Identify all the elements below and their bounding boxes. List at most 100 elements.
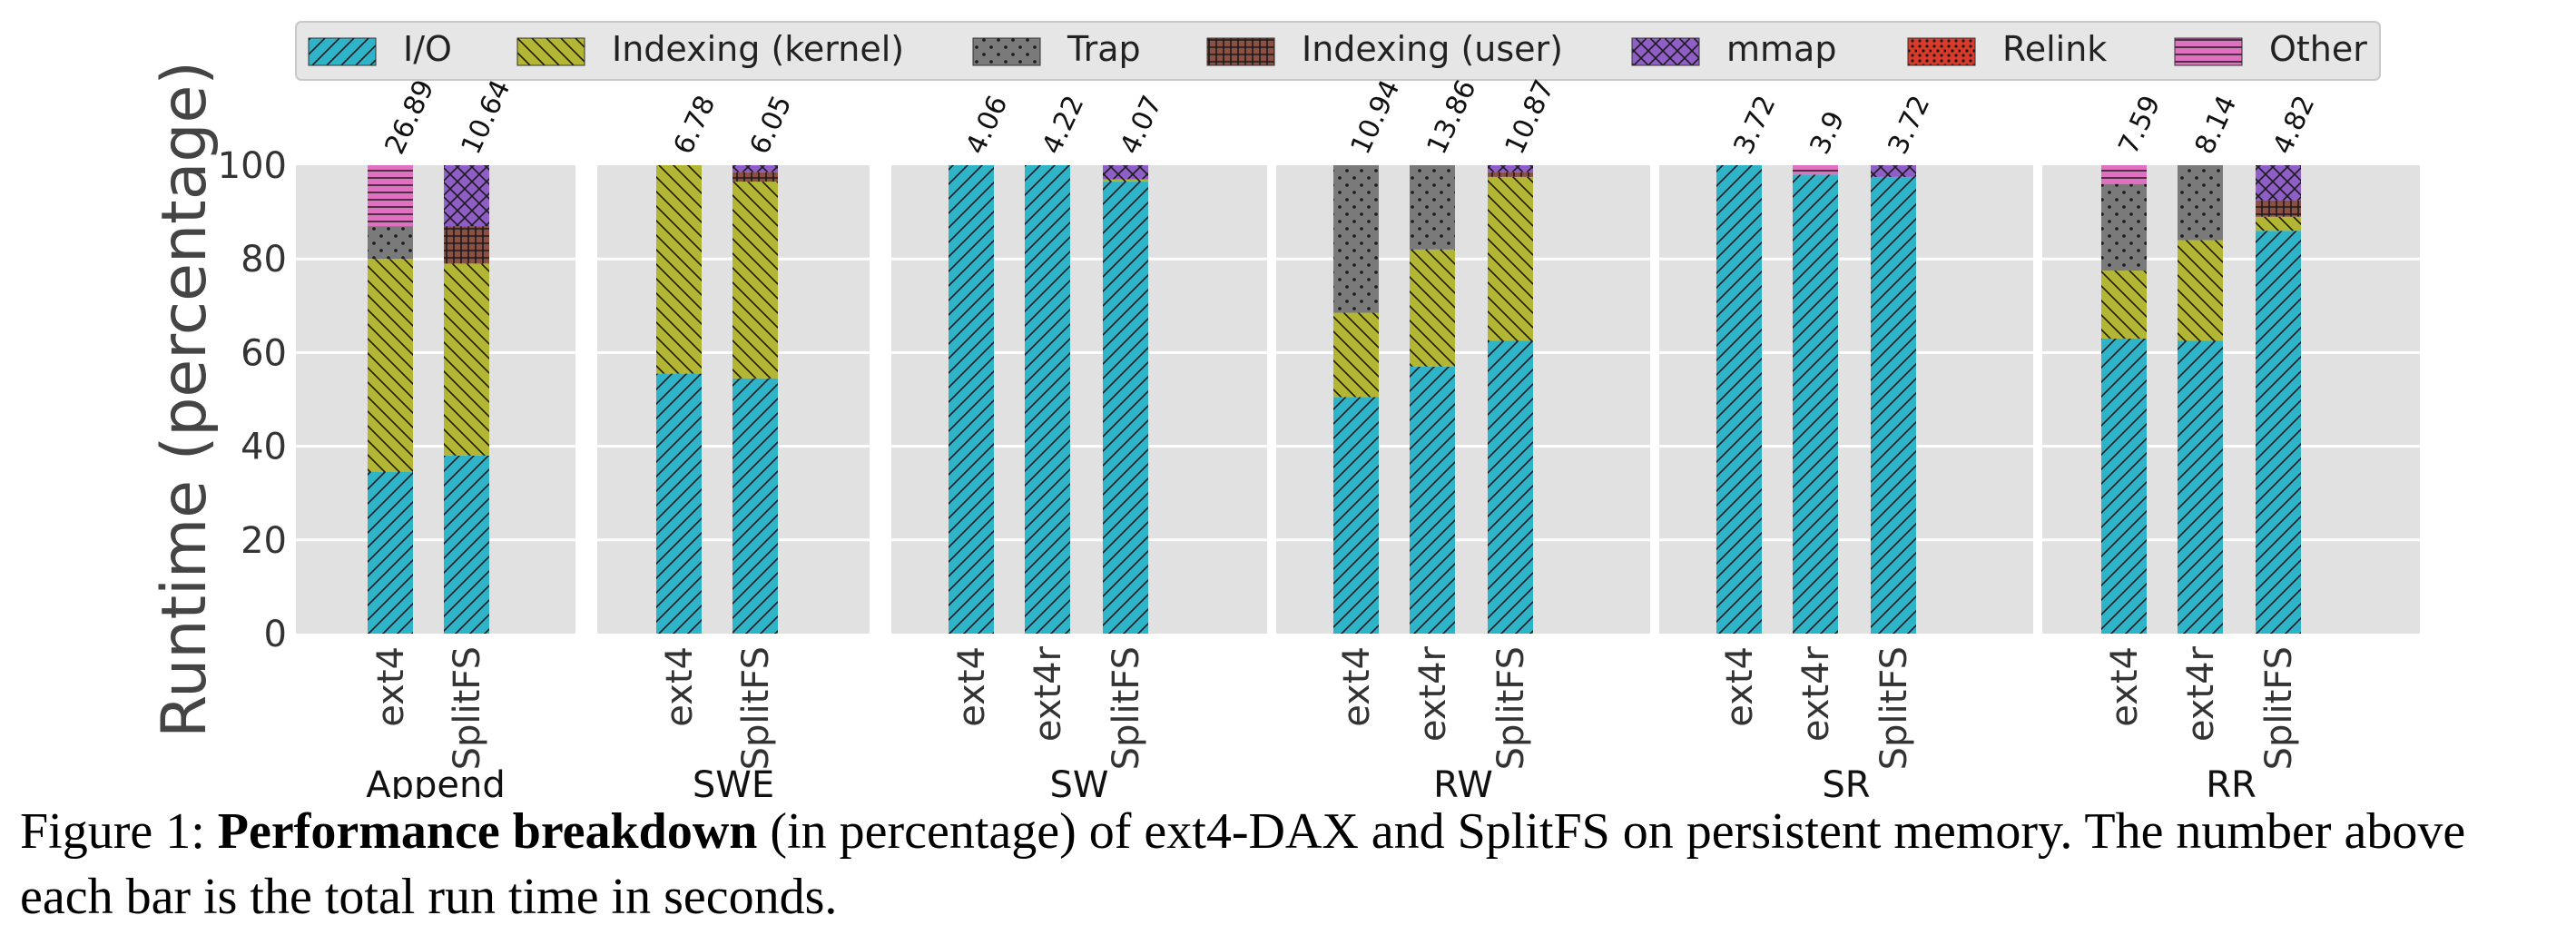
bar-segment-rr-ext4-i-o bbox=[2101, 338, 2147, 634]
bar-segment-swe-ext4-i-o bbox=[656, 373, 702, 634]
bar-segment-append-ext4-i-o bbox=[368, 471, 413, 634]
x-tick-label: ext4 bbox=[659, 646, 701, 727]
legend-swatch-mmap bbox=[1631, 37, 1700, 66]
bar-segment-rr-ext4-indexing-kernel bbox=[2101, 271, 2147, 339]
x-tick-label: ext4 bbox=[2104, 646, 2146, 727]
legend: I/O Indexing (kernel) Trap Indexing (user) m… bbox=[295, 21, 2381, 81]
bar-segment-append-splitfs-indexing-kernel bbox=[444, 263, 489, 456]
bar-segment-rr-splitfs-i-o bbox=[2256, 231, 2301, 635]
panel-background bbox=[2042, 165, 2420, 634]
total-time-label: 3.72 bbox=[1883, 91, 1937, 159]
total-time-label: 4.82 bbox=[2267, 91, 2322, 159]
bar-segment-sr-splitfs-mmap bbox=[1871, 165, 1916, 177]
bar-segment-sr-ext4r-i-o bbox=[1793, 174, 1838, 634]
x-tick-label: SplitFS bbox=[1490, 646, 1532, 770]
total-time-label: 4.06 bbox=[960, 91, 1015, 159]
legend-swatch-indexing-user bbox=[1206, 37, 1275, 66]
bar-segment-rr-ext4r-indexing-kernel bbox=[2178, 240, 2223, 341]
total-time-label: 4.22 bbox=[1037, 91, 1091, 159]
legend-label-indexing-user: Indexing (user) bbox=[1302, 29, 1563, 69]
bar-segment-rw-splitfs-mmap bbox=[1488, 165, 1533, 172]
legend-swatch-i-o bbox=[308, 37, 377, 66]
bar-segment-sw-splitfs-i-o bbox=[1103, 182, 1148, 634]
y-tick-label: 0 bbox=[264, 614, 287, 655]
legend-box bbox=[295, 21, 2381, 81]
panel-background bbox=[1276, 165, 1650, 634]
bar-segment-rw-splitfs-indexing-user bbox=[1488, 172, 1533, 177]
bar-segment-rw-ext4r-indexing-kernel bbox=[1410, 249, 1455, 367]
group-label-sw: SW bbox=[1050, 764, 1109, 799]
bar-segment-append-splitfs-mmap bbox=[444, 165, 489, 227]
bar-segment-swe-ext4-indexing-kernel bbox=[656, 165, 702, 374]
bar-segment-sr-splitfs-i-o bbox=[1871, 176, 1916, 634]
bar-segment-append-splitfs-i-o bbox=[444, 455, 489, 634]
total-time-label: 13.86 bbox=[1421, 75, 1483, 160]
bar-segment-append-ext4-other bbox=[368, 165, 413, 227]
bar-segment-rw-ext4-i-o bbox=[1333, 397, 1379, 634]
total-time-label: 3.72 bbox=[1728, 91, 1783, 159]
total-time-label: 8.14 bbox=[2189, 91, 2244, 159]
total-time-label: 10.87 bbox=[1499, 75, 1561, 160]
stacked-bar-chart: I/O Indexing (kernel) Trap Indexing (user) m… bbox=[149, 21, 2420, 799]
total-time-label: 7.59 bbox=[2113, 91, 2168, 159]
caption-prefix: Figure 1: bbox=[20, 803, 218, 860]
bar-segment-append-ext4-indexing-kernel bbox=[368, 259, 413, 472]
figure-caption: Figure 1: Performance breakdown (in perc… bbox=[20, 799, 2561, 930]
legend-swatch-other bbox=[2174, 37, 2243, 66]
bar-segment-rr-splitfs-mmap bbox=[2256, 165, 2301, 201]
total-time-label: 26.89 bbox=[379, 75, 441, 160]
x-tick-label: SplitFS bbox=[2258, 646, 2300, 770]
total-time-label: 10.64 bbox=[456, 75, 517, 160]
bar-segment-rr-ext4-trap bbox=[2101, 183, 2147, 271]
legend-label-indexing-kernel: Indexing (kernel) bbox=[612, 29, 904, 69]
bar-segment-rr-ext4r-trap bbox=[2178, 165, 2223, 241]
bar-segment-rr-ext4r-i-o bbox=[2178, 340, 2223, 634]
bar-segment-sr-ext4r-other bbox=[1793, 165, 1838, 175]
x-tick-label: SplitFS bbox=[447, 646, 488, 770]
x-tick-label: ext4r bbox=[1027, 645, 1069, 742]
bar-segment-rr-ext4-other bbox=[2101, 165, 2147, 184]
y-axis-label: Runtime (percentage) bbox=[149, 61, 221, 738]
x-tick-label: SplitFS bbox=[1106, 646, 1147, 770]
bar-segment-rw-splitfs-i-o bbox=[1488, 340, 1533, 634]
total-time-label: 6.05 bbox=[744, 91, 799, 159]
group-label-swe: SWE bbox=[693, 764, 774, 799]
bar-segment-sw-ext4-i-o bbox=[949, 165, 994, 634]
y-tick-label: 60 bbox=[241, 332, 287, 374]
panel-background bbox=[1659, 165, 2033, 634]
bar-segment-append-splitfs-indexing-user bbox=[444, 226, 489, 264]
bar-segment-rw-ext4r-trap bbox=[1410, 165, 1455, 250]
bar-segment-append-ext4-trap bbox=[368, 226, 413, 260]
bar-segment-swe-splitfs-indexing-kernel bbox=[732, 182, 778, 379]
legend-label-other: Other bbox=[2269, 29, 2367, 69]
total-time-label: 10.94 bbox=[1345, 75, 1407, 160]
legend-label-mmap: mmap bbox=[1726, 29, 1836, 69]
bar-segment-swe-splitfs-mmap bbox=[732, 165, 778, 172]
panel-background bbox=[296, 165, 575, 634]
bar-segment-rr-splitfs-indexing-user bbox=[2256, 200, 2301, 217]
x-tick-label: ext4 bbox=[370, 646, 412, 727]
bar-segment-sw-splitfs-mmap bbox=[1103, 165, 1148, 180]
bar-segment-rw-splitfs-indexing-kernel bbox=[1488, 176, 1533, 341]
caption-bold: Performance breakdown bbox=[217, 803, 758, 860]
bar-segment-rr-splitfs-indexing-kernel bbox=[2256, 216, 2301, 231]
legend-label-i-o: I/O bbox=[403, 29, 452, 69]
x-tick-label: ext4 bbox=[1719, 646, 1761, 727]
total-time-label: 6.78 bbox=[668, 91, 723, 159]
bar-segment-sw-splitfs-indexing-kernel bbox=[1103, 179, 1148, 182]
x-tick-label: ext4r bbox=[2180, 645, 2222, 742]
bar-segment-rw-ext4r-i-o bbox=[1410, 366, 1455, 634]
group-label-rw: RW bbox=[1433, 764, 1493, 799]
x-tick-label: ext4 bbox=[1336, 646, 1378, 727]
y-tick-label: 40 bbox=[241, 427, 287, 468]
legend-swatch-indexing-kernel bbox=[516, 37, 585, 66]
legend-label-trap: Trap bbox=[1067, 29, 1141, 69]
legend-label-relink: Relink bbox=[2002, 29, 2107, 69]
total-time-label: 4.07 bbox=[1115, 91, 1169, 159]
